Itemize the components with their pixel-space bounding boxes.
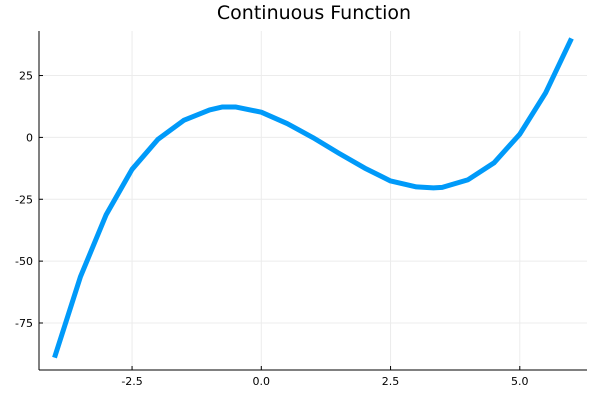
x-tick-label: 0.0 [253,375,271,388]
y-tick-label: 0 [26,131,33,144]
x-tick-label: -2.5 [121,375,142,388]
series-line [52,37,574,359]
x-tick-label: 5.0 [511,375,529,388]
y-tick-label: -25 [15,193,33,206]
y-tick-label: -50 [15,255,33,268]
x-tick-label: 2.5 [382,375,400,388]
tick-marks [39,75,521,370]
series-layer [52,37,574,359]
grid-lines [39,31,587,370]
y-tick-label: 25 [19,70,33,83]
y-tick-label: -75 [15,317,33,330]
axes [38,31,587,371]
chart-title: Continuous Function [217,2,411,24]
tick-labels: -2.5 0.0 2.5 5.0 25 0 -25 -50 -75 [15,70,529,388]
